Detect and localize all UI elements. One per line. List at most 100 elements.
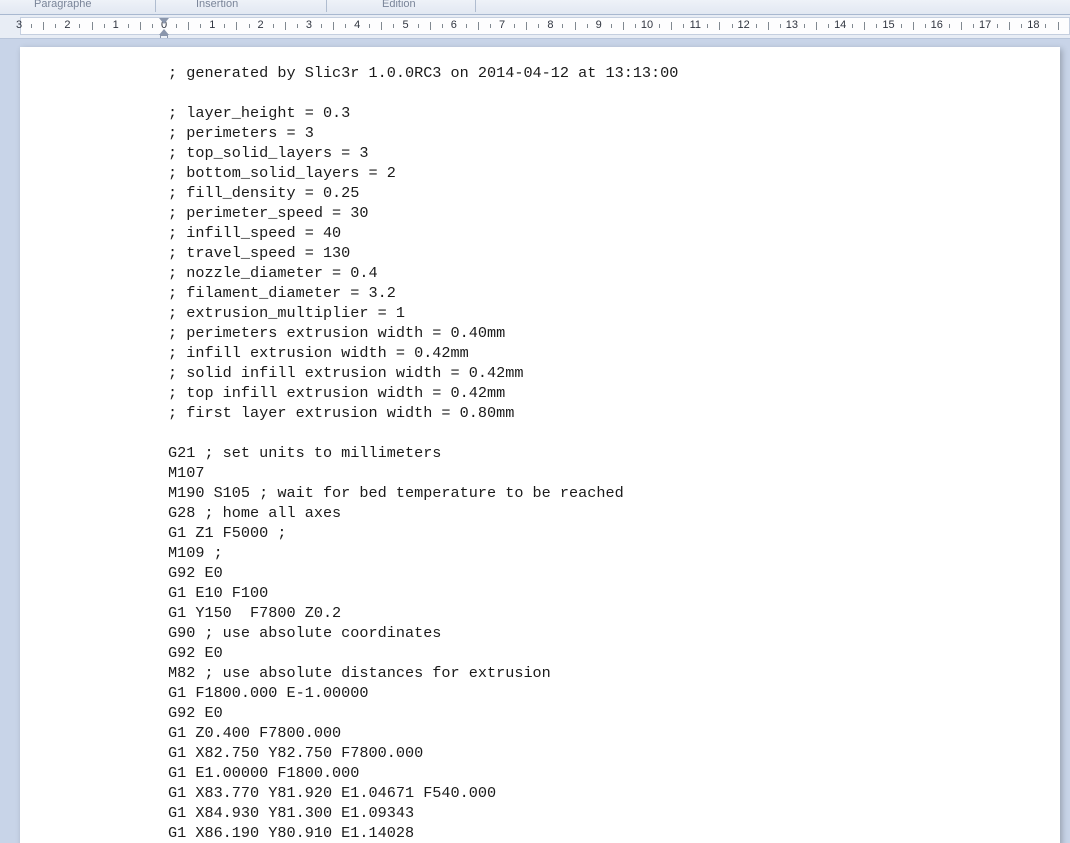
ruler-tick	[273, 24, 274, 28]
ruler-tick	[381, 22, 382, 30]
ruler-tick	[961, 22, 962, 30]
ruler-tick	[140, 22, 141, 30]
ruler-tick	[176, 24, 177, 28]
ruler-tick	[1058, 22, 1059, 30]
ruler-tick	[925, 24, 926, 28]
ruler-tick	[430, 22, 431, 30]
ruler-number: 6	[451, 19, 457, 31]
ruler-number: 1	[209, 19, 215, 31]
ruler-tick	[128, 24, 129, 28]
ruler-tick	[575, 22, 576, 30]
ruler-tick	[297, 24, 298, 28]
ruler-number: 5	[402, 19, 408, 31]
ribbon-group-label: Paragraphe	[34, 0, 92, 10]
ruler-number: 9	[596, 19, 602, 31]
ruler-tick	[200, 24, 201, 28]
ruler-number: 13	[786, 19, 798, 31]
ruler-tick	[635, 24, 636, 28]
ruler-tick	[828, 24, 829, 28]
ruler-tick	[732, 24, 733, 28]
ruler-tick	[562, 24, 563, 28]
ruler-tick	[587, 24, 588, 28]
ruler-tick	[418, 24, 419, 28]
ruler-tick	[707, 24, 708, 28]
ruler-tick	[79, 24, 80, 28]
ruler-tick	[997, 24, 998, 28]
ruler-tick	[623, 22, 624, 30]
ruler-tick	[478, 22, 479, 30]
ruler-tick	[659, 24, 660, 28]
ruler-tick	[466, 24, 467, 28]
ruler-tick	[864, 22, 865, 30]
ruler-tick	[852, 24, 853, 28]
ruler-number: 18	[1027, 19, 1039, 31]
ribbon-group-labels: Paragraphe Insertion Edition	[0, 0, 1070, 15]
horizontal-ruler[interactable]: 3210123456789101112131415161718	[0, 15, 1070, 39]
ruler-tick	[683, 24, 684, 28]
ruler-tick	[1009, 22, 1010, 30]
ruler-number: 15	[882, 19, 894, 31]
ruler-number: 10	[641, 19, 653, 31]
ruler-tick	[538, 24, 539, 28]
ruler-tick	[901, 24, 902, 28]
ruler-tick	[369, 24, 370, 28]
ruler-tick	[92, 22, 93, 30]
ruler-number: 8	[547, 19, 553, 31]
ruler-tick	[490, 24, 491, 28]
ruler-strip: 3210123456789101112131415161718	[20, 17, 1070, 35]
ruler-tick	[973, 24, 974, 28]
ruler-tick	[31, 24, 32, 28]
ruler-number: 11	[690, 19, 701, 31]
ruler-tick	[393, 24, 394, 28]
ruler-tick	[768, 22, 769, 30]
ruler-number: 7	[499, 19, 505, 31]
document-text[interactable]: ; generated by Slic3r 1.0.0RC3 on 2014-0…	[168, 63, 678, 843]
ruler-number: 2	[258, 19, 264, 31]
hanging-indent-marker[interactable]	[159, 28, 169, 35]
ruler-tick	[949, 24, 950, 28]
ruler-tick	[224, 24, 225, 28]
ruler-tick	[321, 24, 322, 28]
ruler-tick	[249, 24, 250, 28]
ruler-tick	[876, 24, 877, 28]
ruler-tick	[345, 24, 346, 28]
ruler-tick	[913, 22, 914, 30]
ruler-tick	[816, 22, 817, 30]
ruler-tick	[1021, 24, 1022, 28]
ruler-number: 4	[354, 19, 360, 31]
ruler-number: 2	[64, 19, 70, 31]
ruler-number: 3	[306, 19, 312, 31]
toolbar-separator	[475, 0, 476, 12]
ribbon-group-label: Edition	[382, 0, 416, 10]
ruler-tick	[1045, 24, 1046, 28]
ribbon-group-label: Insertion	[196, 0, 238, 10]
ruler-tick	[442, 24, 443, 28]
ruler-tick	[671, 22, 672, 30]
ruler-tick	[55, 24, 56, 28]
page[interactable]: ; generated by Slic3r 1.0.0RC3 on 2014-0…	[20, 47, 1060, 843]
ruler-tick	[43, 22, 44, 30]
ruler-tick	[514, 24, 515, 28]
ruler-number: 3	[16, 19, 22, 31]
ruler-number: 14	[834, 19, 846, 31]
ruler-tick	[719, 22, 720, 30]
document-area: ; generated by Slic3r 1.0.0RC3 on 2014-0…	[0, 39, 1070, 843]
toolbar-separator	[155, 0, 156, 12]
ruler-tick	[152, 24, 153, 28]
ruler-number: 1	[113, 19, 119, 31]
ruler-tick	[333, 22, 334, 30]
ruler-tick	[756, 24, 757, 28]
ruler-number: 16	[931, 19, 943, 31]
ruler-tick	[804, 24, 805, 28]
ruler-tick	[188, 22, 189, 30]
first-line-indent-marker[interactable]	[159, 18, 169, 25]
ruler-tick	[285, 22, 286, 30]
ruler-number: 12	[737, 19, 749, 31]
ruler-tick	[526, 22, 527, 30]
toolbar-separator	[326, 0, 327, 12]
ruler-tick	[611, 24, 612, 28]
ruler-tick	[236, 22, 237, 30]
ruler-number: 17	[979, 19, 991, 31]
ruler-tick	[780, 24, 781, 28]
ruler-tick	[104, 24, 105, 28]
